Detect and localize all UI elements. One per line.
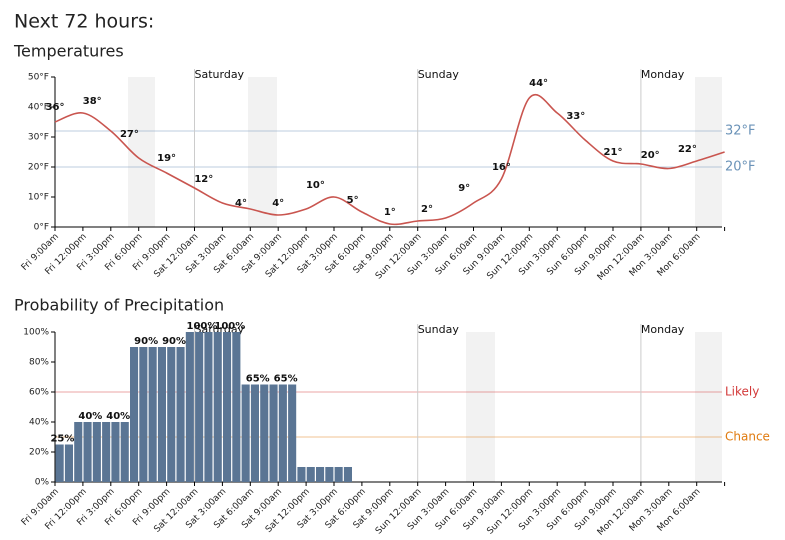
bar — [167, 347, 176, 482]
temperature-label: 20° — [641, 150, 660, 161]
y-tick-label: 40% — [29, 418, 49, 428]
temperature-label: 12° — [194, 174, 213, 185]
bar-label: 90% — [134, 336, 158, 347]
day-label: Saturday — [195, 68, 245, 81]
bar — [278, 384, 287, 482]
bar — [130, 347, 139, 482]
bar — [297, 467, 306, 482]
bar — [185, 332, 194, 482]
bar — [176, 347, 185, 482]
y-tick-label: 60% — [29, 388, 49, 398]
chart-title: Probability of Precipitation — [14, 296, 224, 315]
bar — [288, 384, 297, 482]
temperature-label: 5° — [347, 195, 359, 206]
temperature-label: 38° — [83, 96, 102, 107]
night-bands — [128, 77, 722, 482]
temperature-label: 27° — [120, 129, 139, 140]
y-tick-label: 50°F — [28, 73, 49, 83]
temperature-label: 2° — [421, 204, 433, 215]
temperature-label: 1° — [384, 207, 396, 218]
bar — [260, 384, 269, 482]
temperature-label: 10° — [306, 180, 325, 191]
chart-title: Temperatures — [13, 42, 124, 61]
bar — [241, 384, 250, 482]
bar — [223, 332, 232, 482]
y-tick-label: 20% — [29, 448, 49, 458]
bar — [83, 422, 92, 482]
temperature-label: 19° — [157, 153, 176, 164]
bar — [269, 384, 278, 482]
temperature-label: 21° — [604, 147, 623, 158]
day-label: Monday — [641, 68, 685, 81]
bar — [316, 467, 325, 482]
temperature-label: 9° — [458, 183, 470, 194]
bar — [111, 422, 120, 482]
y-tick-label: 20°F — [28, 163, 49, 173]
temperature-label: 22° — [678, 144, 697, 155]
bar — [139, 347, 148, 482]
bar — [213, 332, 222, 482]
temperature-label: 4° — [235, 198, 247, 209]
temperature-label: 33° — [566, 111, 585, 122]
bar — [306, 467, 315, 482]
bar — [64, 444, 73, 482]
bar — [157, 347, 166, 482]
reference-label: 20°F — [725, 160, 756, 175]
bar-label: 40% — [78, 411, 102, 422]
bar — [195, 332, 204, 482]
bar — [74, 422, 83, 482]
temperature-label: 4° — [272, 198, 284, 209]
bar — [325, 467, 334, 482]
day-label: Monday — [641, 323, 685, 336]
temperature-label: 36° — [46, 102, 65, 113]
temperature-label: 16° — [492, 162, 511, 173]
y-tick-label: 0°F — [34, 223, 49, 233]
bar — [92, 422, 101, 482]
y-tick-label: 10°F — [28, 193, 49, 203]
bar — [120, 422, 129, 482]
bar — [204, 332, 213, 482]
bar-label: 100% — [214, 321, 245, 332]
bar — [232, 332, 241, 482]
day-label: Sunday — [418, 323, 460, 336]
bar — [55, 444, 64, 482]
y-tick-label: 40°F — [28, 103, 49, 113]
bar — [343, 467, 352, 482]
reference-label: Likely — [725, 385, 759, 399]
page-title: Next 72 hours: — [14, 11, 154, 33]
bar-label: 40% — [106, 411, 130, 422]
day-label: Sunday — [418, 68, 460, 81]
bar-label: 65% — [274, 374, 298, 385]
reference-label: 32°F — [725, 124, 756, 139]
bar-label: 65% — [246, 374, 270, 385]
temperature-label: 44° — [529, 78, 548, 89]
bar — [102, 422, 111, 482]
temperature-line — [54, 93, 725, 226]
y-tick-label: 0% — [35, 478, 50, 488]
bar — [334, 467, 343, 482]
bar-label: 100% — [186, 321, 217, 332]
reference-label: Chance — [725, 430, 770, 444]
y-tick-label: 30°F — [28, 133, 49, 143]
y-tick-label: 100% — [23, 328, 49, 338]
y-tick-label: 80% — [29, 358, 49, 368]
bar-label: 25% — [50, 434, 74, 445]
bar-label: 90% — [162, 336, 186, 347]
bar — [148, 347, 157, 482]
bar — [250, 384, 259, 482]
